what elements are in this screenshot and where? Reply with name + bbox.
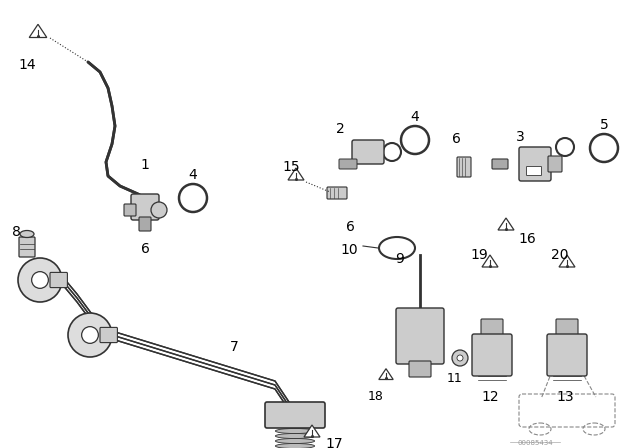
FancyBboxPatch shape — [527, 167, 541, 176]
Circle shape — [18, 258, 62, 302]
FancyBboxPatch shape — [139, 217, 151, 231]
FancyBboxPatch shape — [547, 334, 587, 376]
FancyBboxPatch shape — [457, 157, 471, 177]
FancyBboxPatch shape — [131, 194, 159, 220]
Text: 2: 2 — [335, 122, 344, 136]
Text: 4: 4 — [411, 110, 419, 124]
Ellipse shape — [275, 439, 315, 444]
Text: 12: 12 — [481, 390, 499, 404]
FancyBboxPatch shape — [100, 327, 117, 343]
Ellipse shape — [275, 434, 315, 439]
Text: 10: 10 — [340, 243, 358, 257]
Ellipse shape — [275, 444, 315, 448]
FancyBboxPatch shape — [519, 147, 551, 181]
Text: 8: 8 — [12, 225, 21, 239]
Text: 7: 7 — [230, 340, 239, 354]
Text: 6: 6 — [141, 242, 149, 256]
Text: 3: 3 — [516, 130, 524, 144]
Polygon shape — [498, 218, 514, 230]
Circle shape — [68, 313, 112, 357]
FancyBboxPatch shape — [481, 319, 503, 337]
FancyBboxPatch shape — [472, 334, 512, 376]
Text: 11: 11 — [447, 372, 463, 385]
FancyBboxPatch shape — [396, 308, 444, 364]
Polygon shape — [482, 255, 498, 267]
Circle shape — [452, 350, 468, 366]
Text: 00085434: 00085434 — [517, 440, 553, 446]
Polygon shape — [29, 24, 47, 38]
FancyBboxPatch shape — [124, 204, 136, 216]
Text: 15: 15 — [282, 160, 300, 174]
Text: 5: 5 — [600, 118, 609, 132]
Circle shape — [457, 355, 463, 361]
FancyBboxPatch shape — [50, 272, 67, 288]
Text: 16: 16 — [518, 232, 536, 246]
Text: 6: 6 — [452, 132, 460, 146]
FancyBboxPatch shape — [19, 237, 35, 257]
FancyBboxPatch shape — [265, 402, 325, 428]
Circle shape — [151, 202, 167, 218]
Polygon shape — [379, 369, 393, 379]
Text: 1: 1 — [141, 158, 149, 172]
Text: 20: 20 — [551, 248, 568, 262]
Ellipse shape — [275, 423, 315, 428]
Text: 14: 14 — [18, 58, 36, 72]
Text: 13: 13 — [556, 390, 574, 404]
FancyBboxPatch shape — [352, 140, 384, 164]
FancyBboxPatch shape — [339, 159, 357, 169]
Circle shape — [82, 327, 99, 343]
FancyBboxPatch shape — [409, 361, 431, 377]
Text: 17: 17 — [325, 437, 342, 448]
Polygon shape — [304, 425, 320, 437]
Circle shape — [31, 271, 49, 289]
Polygon shape — [288, 168, 304, 180]
Text: 4: 4 — [189, 168, 197, 182]
Text: 19: 19 — [470, 248, 488, 262]
Text: 18: 18 — [368, 390, 384, 403]
Text: 9: 9 — [396, 252, 404, 266]
FancyBboxPatch shape — [548, 156, 562, 172]
FancyBboxPatch shape — [556, 319, 578, 337]
Ellipse shape — [275, 428, 315, 434]
FancyBboxPatch shape — [492, 159, 508, 169]
Polygon shape — [559, 255, 575, 267]
Ellipse shape — [20, 231, 34, 237]
Text: 6: 6 — [346, 220, 355, 234]
FancyBboxPatch shape — [327, 187, 347, 199]
